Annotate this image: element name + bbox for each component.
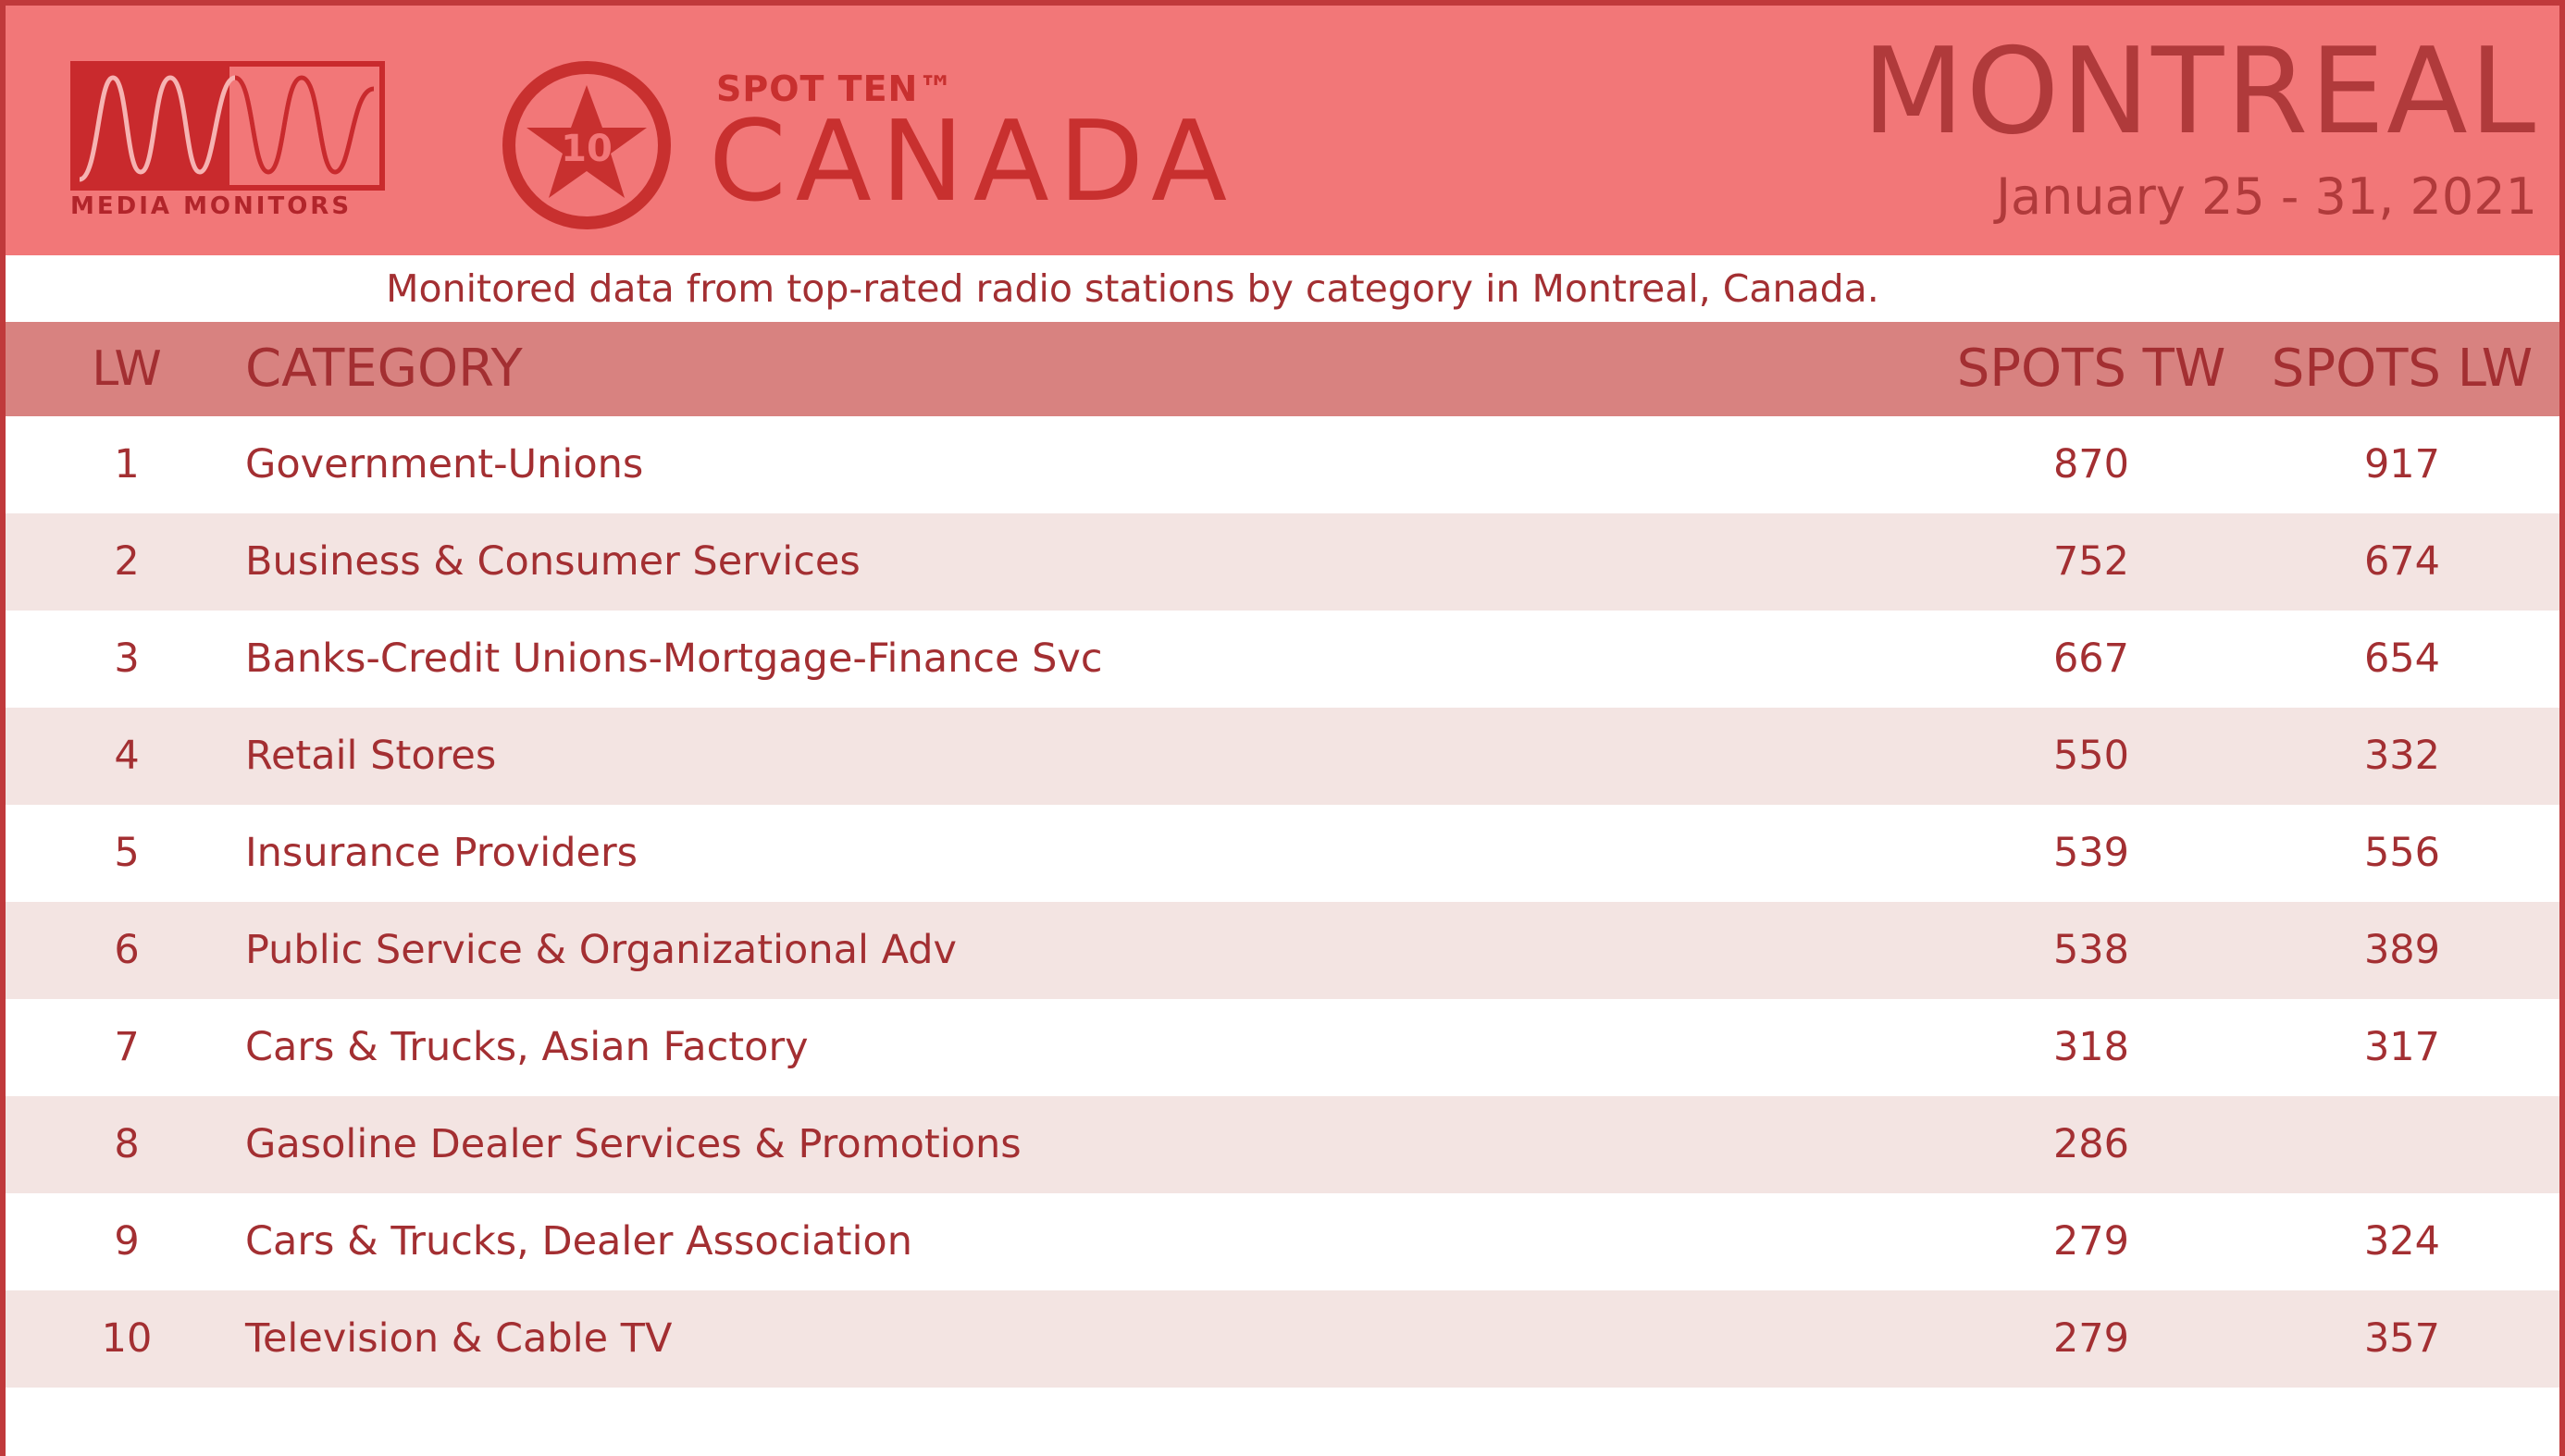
- table-row: 10 Television & Cable TV 279 357: [6, 1290, 2559, 1388]
- spots-tw-cell: 539: [2052, 830, 2130, 876]
- table-row: 5 Insurance Providers 539 556: [6, 805, 2559, 902]
- rank-cell: 3: [114, 635, 140, 682]
- category-cell: Business & Consumer Services: [245, 538, 861, 585]
- report-subtitle: Monitored data from top-rated radio stat…: [386, 266, 1879, 311]
- category-cell: Cars & Trucks, Asian Factory: [245, 1024, 809, 1070]
- table-row: 1 Government-Unions 870 917: [6, 416, 2559, 513]
- spots-lw-cell: 389: [2363, 927, 2441, 973]
- rank-cell: 6: [114, 927, 140, 973]
- spot-ten-badge-number: 10: [561, 128, 613, 170]
- category-cell: Television & Cable TV: [245, 1315, 673, 1362]
- spots-tw-cell: 870: [2052, 441, 2130, 487]
- spots-tw-cell: 286: [2052, 1121, 2130, 1167]
- rank-cell: 8: [114, 1121, 140, 1167]
- rank-cell: 2: [114, 538, 140, 585]
- spots-tw-cell: 279: [2052, 1315, 2130, 1362]
- rank-cell: 9: [114, 1218, 140, 1265]
- column-header-lw: LW: [92, 341, 162, 397]
- table-row: 7 Cars & Trucks, Asian Factory 318 317: [6, 999, 2559, 1096]
- rank-cell: 10: [101, 1315, 153, 1362]
- table-row: 4 Retail Stores 550 332: [6, 708, 2559, 805]
- column-header-spots-lw: SPOTS LW: [2271, 339, 2534, 399]
- spots-lw-cell: 357: [2363, 1315, 2441, 1362]
- spots-lw-cell: [2245, 1096, 2559, 1193]
- spots-tw-cell: 752: [2052, 538, 2130, 585]
- category-cell: Cars & Trucks, Dealer Association: [245, 1218, 912, 1265]
- country-title: CANADA: [709, 98, 1237, 227]
- category-cell: Retail Stores: [245, 733, 497, 779]
- column-header-category: CATEGORY: [245, 339, 523, 399]
- spots-lw-cell: 324: [2363, 1218, 2441, 1265]
- spots-lw-cell: 332: [2363, 733, 2441, 779]
- table-row: 9 Cars & Trucks, Dealer Association 279 …: [6, 1193, 2559, 1290]
- table-row: 2 Business & Consumer Services 752 674: [6, 513, 2559, 611]
- spots-lw-cell: 317: [2363, 1024, 2441, 1070]
- table-row: 6 Public Service & Organizational Adv 53…: [6, 902, 2559, 999]
- category-cell: Gasoline Dealer Services & Promotions: [245, 1121, 1022, 1167]
- spot-ten-label: SPOT TEN™: [716, 68, 955, 109]
- column-header-spots-tw: SPOTS TW: [1956, 339, 2226, 399]
- spots-tw-cell: 318: [2052, 1024, 2130, 1070]
- table-header: LW CATEGORY SPOTS TW SPOTS LW: [6, 322, 2559, 416]
- spots-tw-cell: 550: [2052, 733, 2130, 779]
- table-body: 1 Government-Unions 870 917 2 Business &…: [6, 416, 2559, 1388]
- report-header: MEDIA MONITORS 10 SPOT TEN™ CANADA MONTR…: [6, 6, 2559, 255]
- spots-lw-cell: 674: [2363, 538, 2441, 585]
- spot-ten-badge-icon: 10: [502, 61, 671, 229]
- category-cell: Public Service & Organizational Adv: [245, 927, 957, 973]
- rank-cell: 4: [114, 733, 140, 779]
- spots-tw-cell: 538: [2052, 927, 2130, 973]
- spots-lw-cell: 556: [2363, 830, 2441, 876]
- category-cell: Government-Unions: [245, 441, 644, 487]
- media-monitors-logo: MEDIA MONITORS: [70, 61, 390, 220]
- city-title: MONTREAL: [1862, 23, 2537, 161]
- media-monitors-wordmark: MEDIA MONITORS: [70, 192, 353, 220]
- media-monitors-wave-icon: [70, 61, 385, 191]
- rank-cell: 1: [114, 441, 140, 487]
- rank-cell: 7: [114, 1024, 140, 1070]
- category-cell: Banks-Credit Unions-Mortgage-Finance Svc: [245, 635, 1103, 682]
- table-row: 8 Gasoline Dealer Services & Promotions …: [6, 1096, 2559, 1193]
- category-cell: Insurance Providers: [245, 830, 638, 876]
- rank-cell: 5: [114, 830, 140, 876]
- spots-tw-cell: 667: [2052, 635, 2130, 682]
- date-range: January 25 - 31, 2021: [1996, 167, 2537, 226]
- spots-tw-cell: 279: [2052, 1218, 2130, 1265]
- spots-lw-cell: 654: [2363, 635, 2441, 682]
- spots-lw-cell: 917: [2363, 441, 2441, 487]
- table-row: 3 Banks-Credit Unions-Mortgage-Finance S…: [6, 611, 2559, 708]
